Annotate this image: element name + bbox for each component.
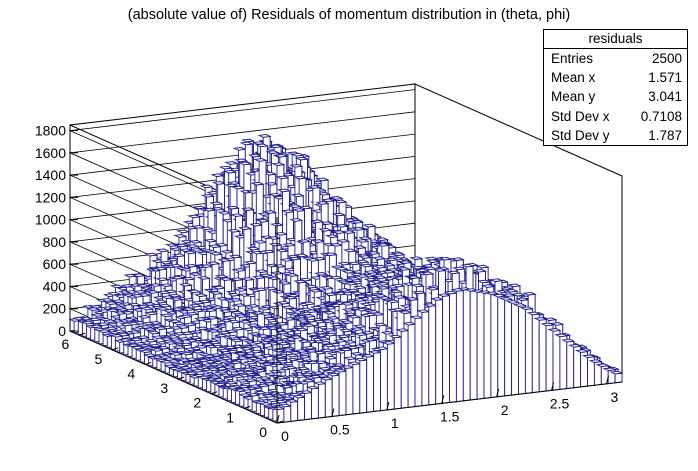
bar-top	[232, 147, 247, 151]
bar-top	[173, 234, 188, 238]
bar-top	[80, 320, 96, 325]
bar-top	[144, 252, 159, 257]
bar-top	[111, 299, 126, 303]
chart-bars	[68, 133, 624, 424]
bar-top	[106, 291, 122, 296]
bar-top	[200, 194, 216, 198]
bar-top	[159, 260, 174, 265]
bar-top	[175, 229, 191, 234]
bar-top	[90, 313, 105, 317]
bar-top	[210, 173, 225, 177]
bar-top	[104, 301, 119, 305]
bar-top	[211, 181, 227, 185]
bar-top	[257, 134, 272, 138]
bar-top	[224, 161, 239, 165]
bar-top	[86, 307, 101, 311]
bar-top	[131, 273, 147, 278]
bar-top	[240, 138, 256, 143]
bar-top	[155, 248, 170, 253]
bar-top	[135, 284, 151, 288]
bar-top	[109, 284, 125, 289]
bar-top	[100, 298, 115, 302]
bar-top	[362, 223, 377, 228]
bar-top	[315, 177, 330, 182]
bar-top	[199, 184, 214, 189]
